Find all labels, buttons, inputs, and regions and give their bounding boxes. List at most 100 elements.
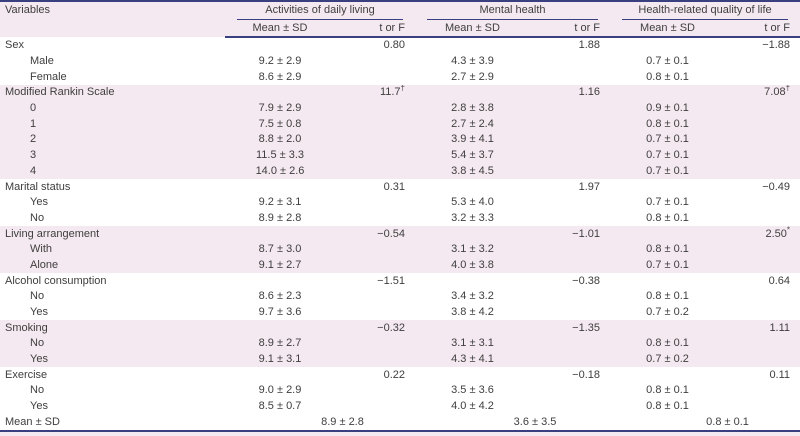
group-title: Health-related quality of life	[622, 2, 789, 20]
mean-sd-cell: 0.8 ± 0.1	[610, 116, 726, 133]
t-or-f-cell: 0.80	[335, 37, 415, 54]
t-or-f-cell	[530, 195, 610, 211]
t-or-f-cell	[725, 351, 800, 368]
t-or-f-cell: 0.64	[725, 273, 800, 289]
cell-value: −1.88	[762, 39, 791, 52]
cell-value: 2.7 ± 2.9	[451, 70, 494, 83]
mean-sd-cell: 0.7 ± 0.1	[610, 147, 726, 164]
cell-value: 4.3 ± 3.9	[451, 55, 494, 68]
t-or-f-cell	[530, 399, 610, 415]
cell-value: 0.7 ± 0.2	[646, 353, 689, 366]
subheader-row: Mean ± SD t or F Mean ± SD t or F Mean ±…	[0, 20, 800, 38]
table-row: No 8.9 ± 2.8 3.2 ± 3.3 0.8 ± 0.1	[0, 211, 800, 227]
table-row: 1 7.5 ± 0.8 2.7 ± 2.4 0.8 ± 0.1	[0, 116, 800, 133]
cell-value: 7.08	[764, 86, 786, 99]
cell-value: 8.9 ± 2.7	[258, 337, 302, 350]
cell-value: 0.11	[769, 368, 791, 381]
mean-sd-cell: 0.8 ± 0.1	[610, 241, 726, 258]
mean-sd-cell: 14.0 ± 2.6	[225, 163, 335, 180]
t-or-f-cell	[335, 257, 415, 274]
cell-value: 0.8 ± 0.1	[646, 337, 689, 350]
mean-sd-cell: 0.7 ± 0.2	[610, 305, 725, 321]
t-or-f-cell	[335, 211, 415, 227]
mean-sd-cell: 9.0 ± 2.9	[225, 383, 335, 399]
mean-sd-cell: 8.9 ± 2.8	[225, 211, 335, 227]
mean-sd-cell: 4.0 ± 3.8	[415, 257, 530, 274]
cell-value: 0.7 ± 0.1	[646, 196, 689, 209]
mean-sd-cell: 0.7 ± 0.1	[610, 54, 725, 70]
mean-sd-cell	[610, 367, 725, 383]
t-or-f-cell	[335, 147, 415, 164]
mean-sd-cell: 9.7 ± 3.6	[225, 305, 335, 321]
mean-sd-cell: 3.2 ± 3.3	[415, 211, 530, 227]
cell-value: 0.8 ± 0.1	[646, 70, 689, 83]
cell-value: 0.8 ± 0.1	[646, 384, 689, 397]
t-or-f-cell	[725, 211, 800, 227]
mean-sd-cell: 7.5 ± 0.8	[225, 116, 335, 133]
mean-sd-cell	[415, 226, 530, 242]
cell-value: 0.8 ± 0.1	[646, 400, 689, 413]
cell-value: 3.1 ± 3.1	[451, 337, 494, 350]
mean-sd-cell: 11.5 ± 3.3	[225, 147, 335, 164]
t-or-f-cell	[335, 336, 415, 352]
column-header-variables: Variables	[0, 1, 225, 37]
mean-sd-cell	[225, 179, 335, 195]
mean-sd-cell	[225, 273, 335, 289]
cell-value: 3.5 ± 3.6	[451, 384, 494, 397]
mean-sd-cell	[415, 367, 530, 383]
mean-sd-cell	[225, 367, 335, 383]
t-or-f-cell	[725, 289, 800, 305]
t-or-f-cell	[530, 100, 611, 117]
mean-sd-cell	[415, 320, 530, 337]
t-or-f-cell: −0.54	[335, 226, 415, 242]
cell-value: −0.18	[572, 368, 601, 381]
cell-value: 0.8 ± 0.1	[646, 211, 689, 224]
t-or-f-cell	[335, 132, 415, 148]
cell-value: −0.54	[377, 227, 405, 240]
row-label: 3	[0, 147, 225, 164]
cell-value: 3.8 ± 4.2	[451, 306, 494, 319]
cell-value: 0.7 ± 0.1	[646, 258, 689, 271]
row-label: 0	[0, 100, 225, 117]
table-row: 0 7.9 ± 2.9 2.8 ± 3.8 0.9 ± 0.1	[0, 100, 800, 117]
significance-marker: †	[785, 85, 791, 93]
t-or-f-cell	[725, 116, 800, 133]
cell-value: −0.38	[572, 274, 601, 287]
t-or-f-cell	[335, 289, 415, 305]
t-or-f-cell	[530, 241, 611, 258]
table-row: 2 8.8 ± 2.0 3.9 ± 4.1 0.7 ± 0.1	[0, 132, 800, 148]
mean-sd-cell: 0.8 ± 0.1	[610, 383, 725, 399]
mean-sd-cell	[415, 273, 530, 289]
cell-value: 8.8 ± 2.0	[258, 133, 302, 146]
t-or-f-cell	[335, 383, 415, 399]
cell-value: 1.16	[578, 86, 601, 99]
cell-value: 8.9 ± 2.8	[258, 211, 302, 224]
t-or-f-cell	[335, 116, 415, 133]
group-header-row: Variables Activities of daily living Men…	[0, 1, 800, 37]
cell-value: 1.97	[578, 180, 601, 193]
mean-sd-cell: 8.8 ± 2.0	[225, 132, 335, 148]
table-row: Yes 9.7 ± 3.6 3.8 ± 4.2 0.7 ± 0.2	[0, 305, 800, 321]
mean-sd-cell: 8.6 ± 2.9	[225, 69, 335, 85]
cell-value: 0.64	[768, 274, 791, 287]
group-title: Mental health	[427, 2, 599, 20]
cell-value: 0.7 ± 0.1	[646, 55, 689, 68]
mean-sd-cell: 9.2 ± 3.1	[225, 195, 335, 211]
row-label: Yes	[0, 351, 225, 368]
cell-value: 1.88	[578, 39, 601, 52]
t-or-f-cell: −0.49	[725, 179, 800, 195]
t-or-f-cell	[530, 305, 610, 321]
table-body: Sex 0.80 1.88 −1.88 Male 9.2 ± 2.9 4.3 ± 3.9 0.…	[0, 37, 800, 433]
mean-sd-cell: 8.7 ± 3.0	[225, 241, 335, 258]
cell-value: 0.7 ± 0.1	[646, 133, 689, 146]
mean-sd-cell: 3.4 ± 3.2	[415, 289, 530, 305]
bottom-strip	[0, 432, 800, 436]
mean-sd-cell	[610, 85, 726, 101]
t-or-f-cell: −1.51	[335, 273, 415, 289]
cell-value: 0.7 ± 0.1	[646, 164, 689, 177]
mean-sd-cell: 4.0 ± 4.2	[415, 399, 530, 415]
t-or-f-cell	[530, 289, 610, 305]
t-or-f-cell: 1.97	[530, 179, 610, 195]
